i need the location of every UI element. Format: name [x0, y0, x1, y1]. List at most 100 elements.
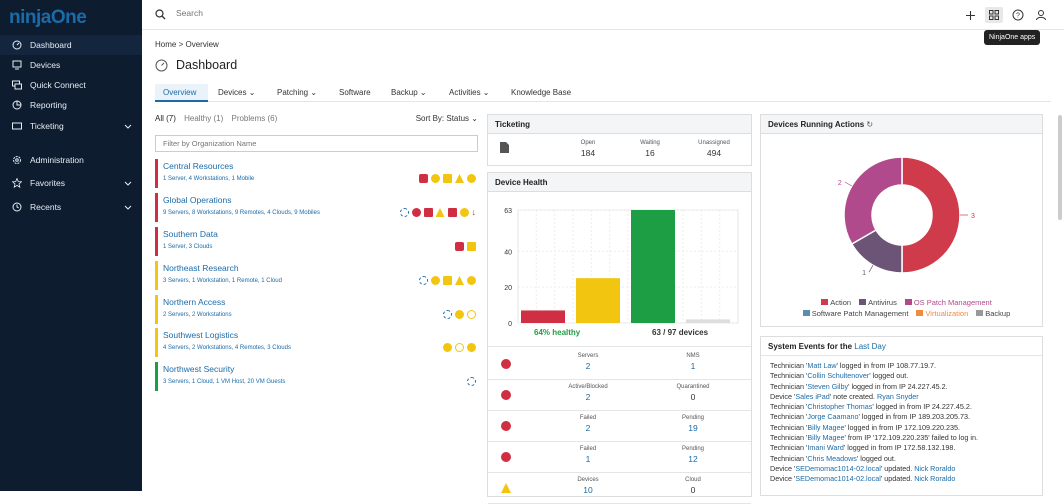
ticket-unassigned[interactable]: Unassigned 494	[688, 140, 740, 158]
org-name[interactable]: Southern Data	[163, 229, 218, 239]
event-link[interactable]: Steven Gilby	[807, 381, 849, 391]
org-name[interactable]: Central Resources	[163, 161, 234, 171]
health-stat[interactable]: NMS 1	[668, 353, 718, 371]
events-title: System Events for the	[768, 342, 853, 351]
healthy-devices-count[interactable]: 63 / 97 devices	[652, 328, 709, 337]
legend-item[interactable]: Backup	[976, 308, 1010, 319]
ticket-open[interactable]: Open 184	[568, 140, 608, 158]
event-link[interactable]: SEDemomac1014-02.local	[795, 474, 881, 484]
legend-item[interactable]: Antivirus	[859, 297, 897, 308]
bar-healthy[interactable]	[631, 210, 675, 323]
health-stat[interactable]: Cloud 0	[668, 477, 718, 495]
org-row[interactable]: Northeast Research 3 Servers, 1 Workstat…	[155, 261, 480, 290]
ticket-waiting[interactable]: Waiting 16	[630, 140, 670, 158]
user-icon[interactable]	[1034, 8, 1048, 22]
event-link[interactable]: SEDemomac1014-02.local	[795, 463, 881, 473]
sort-by-control[interactable]: Sort By: Status ⌄	[416, 114, 478, 123]
filter-healthy[interactable]: Healthy (1)	[184, 114, 224, 123]
chevron-down-icon[interactable]	[124, 179, 132, 189]
event-link[interactable]: Jorge Caamano	[807, 412, 859, 422]
event-link[interactable]: Nick Roraldo	[914, 474, 956, 484]
search-input[interactable]	[176, 8, 476, 18]
tab-software[interactable]: Software	[339, 88, 371, 97]
org-name[interactable]: Northwest Security	[163, 364, 235, 374]
sidebar-item-quick-connect[interactable]: Quick Connect	[0, 75, 142, 95]
event-link[interactable]: Matt Law	[807, 361, 837, 370]
health-stat[interactable]: Active/Blocked 2	[563, 384, 613, 402]
org-devices[interactable]: 2 Servers, 2 Workstations	[163, 312, 232, 318]
legend-item[interactable]: Software Patch Management	[802, 308, 908, 319]
bar-critical[interactable]	[521, 310, 565, 323]
event-link[interactable]: Ryan Snyder	[877, 391, 919, 401]
org-filter-input[interactable]	[155, 135, 478, 152]
status-bar	[155, 328, 158, 357]
sidebar-item-administration[interactable]: Administration	[0, 150, 142, 170]
event-link[interactable]: Sales iPad	[795, 391, 830, 401]
org-row[interactable]: Global Operations 9 Servers, 8 Workstati…	[155, 193, 480, 222]
health-stat[interactable]: Failed 1	[563, 446, 613, 464]
tab-overview[interactable]: Overview	[155, 84, 208, 102]
legend-item[interactable]: Action	[821, 297, 851, 308]
slice-action[interactable]	[901, 156, 961, 274]
org-row[interactable]: Northern Access 2 Servers, 2 Workstation…	[155, 295, 480, 324]
org-devices[interactable]: 1 Server, 4 Workstations, 1 Mobile	[163, 176, 255, 182]
legend-item[interactable]: Virtualization	[916, 308, 968, 319]
ninjaone-logo[interactable]: ninjaOne	[9, 7, 87, 28]
healthy-percent[interactable]: 64% healthy	[534, 328, 581, 337]
sidebar-item-devices[interactable]: Devices	[0, 55, 142, 75]
health-stat[interactable]: Pending 12	[668, 446, 718, 464]
event-link[interactable]: Chris Meadows	[807, 453, 857, 463]
tab-patching[interactable]: Patching ⌄	[269, 84, 325, 102]
event-link[interactable]: Billy Magee	[807, 422, 845, 432]
chevron-down-icon[interactable]	[124, 122, 132, 132]
sidebar-item-favorites[interactable]: Favorites	[0, 173, 142, 193]
tab-backup[interactable]: Backup ⌄	[383, 84, 435, 102]
backup-icon	[467, 276, 476, 285]
event-link[interactable]: Billy Magee	[807, 433, 845, 443]
org-name[interactable]: Global Operations	[163, 195, 232, 205]
add-icon[interactable]	[963, 8, 977, 22]
org-row[interactable]: Southern Data 1 Server, 3 Clouds	[155, 227, 480, 256]
event-link[interactable]: Christopher Thomas	[807, 402, 873, 412]
event-link[interactable]: Collin Schultenover	[807, 371, 870, 381]
sidebar-item-recents[interactable]: Recents	[0, 197, 142, 217]
org-devices[interactable]: 1 Server, 3 Clouds	[163, 244, 213, 250]
filter-all[interactable]: All (7)	[155, 114, 176, 123]
help-icon[interactable]: ?	[1011, 8, 1025, 22]
apps-grid-icon[interactable]	[985, 7, 1003, 23]
chevron-down-icon[interactable]	[124, 203, 132, 213]
org-name[interactable]: Northeast Research	[163, 263, 239, 273]
org-row[interactable]: Central Resources 1 Server, 4 Workstatio…	[155, 159, 480, 188]
scrollbar[interactable]	[1058, 115, 1062, 220]
period-link[interactable]: Last Day	[854, 342, 886, 351]
health-stat[interactable]: Servers 2	[563, 353, 613, 371]
health-stat[interactable]: Devices 10	[563, 477, 613, 495]
org-row[interactable]: Northwest Security 3 Servers, 1 Cloud, 1…	[155, 362, 480, 391]
health-stat[interactable]: Pending 19	[668, 415, 718, 433]
org-devices[interactable]: 4 Servers, 2 Workstations, 4 Remotes, 3 …	[163, 345, 291, 351]
tab-devices[interactable]: Devices ⌄	[210, 84, 263, 102]
tab-knowledge-base[interactable]: Knowledge Base	[511, 88, 572, 97]
breadcrumb-home[interactable]: Home	[155, 40, 177, 49]
org-name[interactable]: Northern Access	[163, 297, 226, 307]
bar-warning[interactable]	[576, 278, 620, 323]
bar-unknown[interactable]	[686, 319, 730, 323]
sidebar-item-reporting[interactable]: Reporting	[0, 95, 142, 115]
tab-bar: Overview Devices ⌄ Patching ⌄ Software B…	[155, 84, 1051, 102]
org-devices[interactable]: 9 Servers, 8 Workstations, 9 Remotes, 4 …	[163, 210, 320, 216]
sidebar-item-dashboard[interactable]: Dashboard	[0, 35, 142, 55]
org-devices[interactable]: 3 Servers, 1 Cloud, 1 VM Host, 20 VM Gue…	[163, 379, 286, 385]
card-icon	[443, 276, 452, 285]
event-link[interactable]: Nick Roraldo	[914, 463, 956, 473]
org-devices[interactable]: 3 Servers, 1 Workstation, 1 Remote, 1 Cl…	[163, 278, 282, 284]
event-link[interactable]: Imani Ward	[807, 443, 844, 453]
health-stat[interactable]: Quarantined 0	[668, 384, 718, 402]
filter-problems[interactable]: Problems (6)	[231, 114, 278, 123]
org-name[interactable]: Southwest Logistics	[163, 330, 239, 340]
slice-os-patch-management[interactable]	[843, 156, 903, 246]
legend-item[interactable]: OS Patch Management	[904, 297, 992, 308]
sidebar-item-ticketing[interactable]: Ticketing	[0, 116, 142, 136]
health-stat[interactable]: Failed 2	[563, 415, 613, 433]
tab-activities[interactable]: Activities ⌄	[441, 84, 498, 102]
org-row[interactable]: Southwest Logistics 4 Servers, 2 Worksta…	[155, 328, 480, 357]
